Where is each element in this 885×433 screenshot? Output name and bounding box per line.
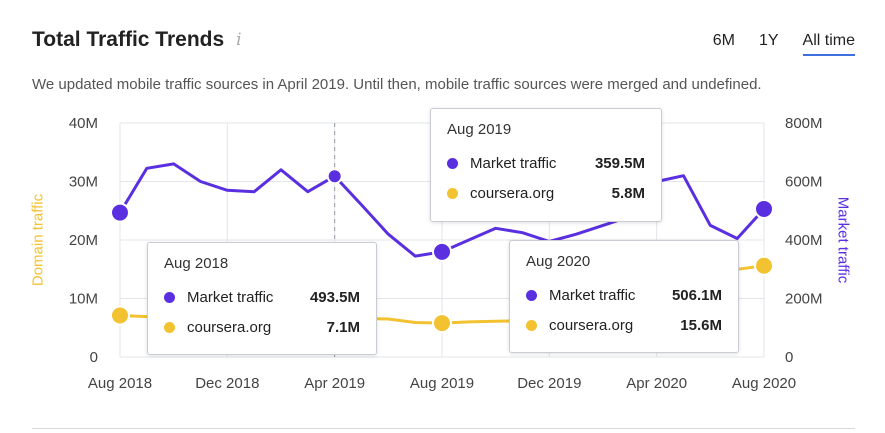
tooltip-series-value: 15.6M bbox=[680, 316, 722, 334]
y-axis-right-title: Market traffic bbox=[834, 196, 852, 284]
tooltip-series-value: 7.1M bbox=[326, 318, 360, 336]
market-dot-icon bbox=[447, 157, 458, 169]
y-left-tick-label: 30M bbox=[69, 174, 98, 191]
domain-traffic-point bbox=[754, 255, 774, 276]
x-tick-label: Dec 2018 bbox=[195, 375, 259, 392]
tooltip-series-name: Market traffic bbox=[187, 288, 274, 306]
update-notice: We updated mobile traffic sources in Apr… bbox=[32, 76, 762, 93]
range-tabs: 6M 1Y All time bbox=[689, 32, 855, 56]
title-row: Total Traffic Trends i bbox=[32, 28, 242, 52]
domain-dot-icon bbox=[164, 321, 175, 333]
tooltip-series-value: 506.1M bbox=[671, 286, 722, 304]
market-dot-icon bbox=[526, 289, 537, 301]
tooltip-title: Aug 2019 bbox=[447, 121, 512, 138]
x-tick-label: Apr 2020 bbox=[626, 375, 687, 392]
x-tick-label: Apr 2019 bbox=[304, 375, 365, 392]
domain-traffic-point bbox=[432, 313, 452, 334]
tooltip-series-name: coursera.org bbox=[549, 316, 634, 334]
y-left-tick-label: 10M bbox=[69, 291, 98, 308]
tooltip-row-domain: coursera.org 15.6M bbox=[526, 310, 722, 340]
domain-dot-icon bbox=[526, 319, 537, 331]
y-right-tick-label: 600M bbox=[785, 174, 823, 191]
tooltip-aug-2019: Aug 2019 Market traffic 359.5M coursera.… bbox=[430, 108, 662, 222]
tooltip-title: Aug 2018 bbox=[164, 255, 229, 272]
market-traffic-point bbox=[432, 241, 452, 262]
chart-title: Total Traffic Trends bbox=[32, 28, 225, 51]
tab-6m[interactable]: 6M bbox=[712, 32, 735, 49]
info-icon[interactable]: i bbox=[236, 30, 242, 50]
y-axis-left-title: Domain traffic bbox=[29, 193, 47, 287]
tab-all-time[interactable]: All time bbox=[802, 32, 855, 56]
market-traffic-point bbox=[754, 198, 774, 219]
tooltip-series-value: 359.5M bbox=[594, 154, 645, 172]
x-tick-label: Aug 2020 bbox=[732, 375, 796, 392]
tooltip-row-domain: coursera.org 5.8M bbox=[447, 178, 645, 208]
market-traffic-point bbox=[326, 168, 343, 185]
tooltip-series-value: 493.5M bbox=[309, 288, 360, 306]
tooltip-row-market: Market traffic 493.5M bbox=[164, 282, 360, 312]
x-tick-label: Aug 2019 bbox=[410, 375, 474, 392]
tooltip-title: Aug 2020 bbox=[526, 253, 591, 270]
tooltip-series-name: Market traffic bbox=[470, 154, 557, 172]
tooltip-row-market: Market traffic 506.1M bbox=[526, 280, 722, 310]
x-tick-label: Dec 2019 bbox=[517, 375, 581, 392]
y-right-tick-label: 400M bbox=[785, 232, 823, 249]
tooltip-aug-2020: Aug 2020 Market traffic 506.1M coursera.… bbox=[509, 240, 739, 353]
tooltip-row-market: Market traffic 359.5M bbox=[447, 148, 645, 178]
x-tick-label: Aug 2018 bbox=[88, 375, 152, 392]
domain-traffic-point bbox=[110, 305, 130, 326]
tooltip-series-name: coursera.org bbox=[470, 184, 555, 202]
y-right-tick-label: 0 bbox=[785, 349, 793, 366]
tooltip-series-name: coursera.org bbox=[187, 318, 272, 336]
tooltip-series-value: 5.8M bbox=[611, 184, 645, 202]
tooltip-row-domain: coursera.org 7.1M bbox=[164, 312, 360, 342]
y-right-tick-label: 800M bbox=[785, 115, 823, 132]
tooltip-aug-2018: Aug 2018 Market traffic 493.5M coursera.… bbox=[147, 242, 377, 355]
bottom-divider bbox=[32, 428, 855, 429]
y-right-tick-label: 200M bbox=[785, 291, 823, 308]
market-traffic-point bbox=[110, 202, 130, 223]
y-left-tick-label: 20M bbox=[69, 232, 98, 249]
y-left-tick-label: 0 bbox=[90, 349, 98, 366]
y-left-tick-label: 40M bbox=[69, 115, 98, 132]
tooltip-series-name: Market traffic bbox=[549, 286, 636, 304]
domain-dot-icon bbox=[447, 187, 458, 199]
tab-1y[interactable]: 1Y bbox=[758, 32, 779, 49]
market-dot-icon bbox=[164, 291, 175, 303]
